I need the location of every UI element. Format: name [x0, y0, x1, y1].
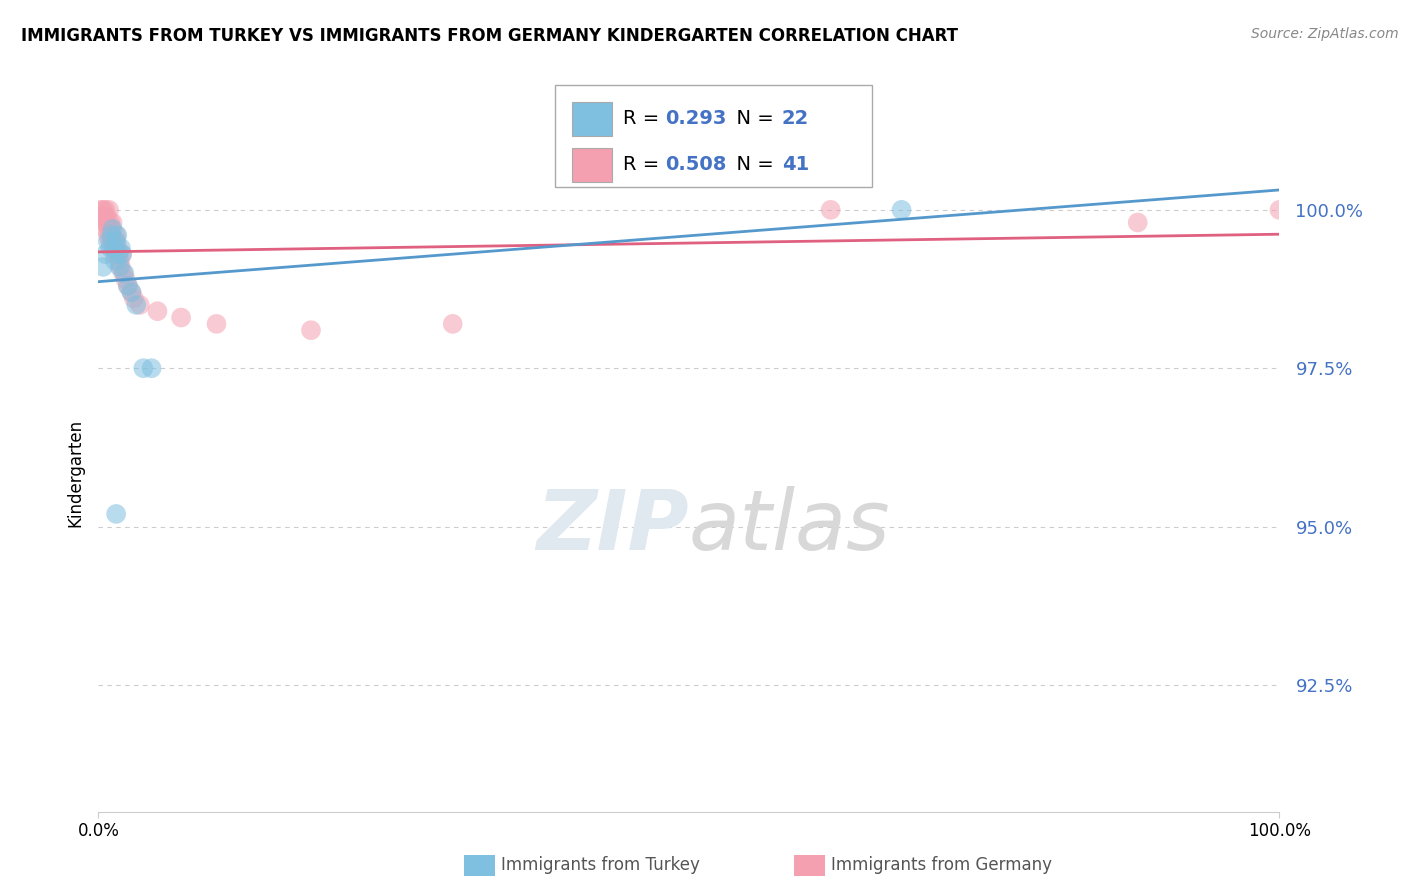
Point: [94, 247, 117, 261]
Text: ZIP: ZIP: [536, 486, 689, 567]
Point: [108, 260, 131, 274]
Point: [105, 507, 128, 521]
Point: [100, 222, 122, 236]
Point: [117, 278, 139, 293]
Point: [97, 235, 120, 249]
Text: 41: 41: [782, 155, 808, 174]
Point: [170, 310, 193, 325]
Point: [820, 202, 842, 217]
Point: [105, 228, 128, 243]
Text: IMMIGRANTS FROM TURKEY VS IMMIGRANTS FROM GERMANY KINDERGARTEN CORRELATION CHART: IMMIGRANTS FROM TURKEY VS IMMIGRANTS FRO…: [21, 27, 957, 45]
Point: [107, 247, 129, 261]
Point: [105, 235, 128, 249]
Point: [105, 235, 128, 249]
Y-axis label: Kindergarten: Kindergarten: [66, 418, 84, 527]
Point: [1126, 215, 1149, 229]
Point: [98, 215, 121, 229]
Point: [108, 253, 131, 268]
Text: 0.508: 0.508: [665, 155, 727, 174]
Text: Immigrants from Germany: Immigrants from Germany: [831, 856, 1052, 874]
Point: [96, 209, 118, 223]
Text: R =: R =: [623, 109, 665, 128]
Point: [890, 202, 912, 217]
Point: [111, 247, 134, 261]
Point: [121, 285, 143, 300]
Point: [91, 202, 114, 217]
Point: [98, 235, 121, 249]
Point: [98, 241, 121, 255]
Point: [121, 285, 143, 300]
Point: [91, 260, 114, 274]
Point: [104, 247, 127, 261]
Point: [93, 209, 115, 223]
Point: [105, 241, 128, 255]
Point: [98, 222, 121, 236]
Point: [299, 323, 322, 337]
Point: [98, 202, 121, 217]
Text: atlas: atlas: [689, 486, 890, 567]
Text: Immigrants from Turkey: Immigrants from Turkey: [501, 856, 699, 874]
Point: [107, 247, 129, 261]
Text: N =: N =: [724, 155, 780, 174]
Point: [205, 317, 228, 331]
Point: [94, 222, 117, 236]
Point: [117, 278, 139, 293]
Point: [441, 317, 464, 331]
Point: [141, 361, 163, 376]
Point: [93, 215, 115, 229]
Point: [128, 298, 150, 312]
Point: [146, 304, 169, 318]
Point: [96, 215, 118, 229]
Point: [111, 247, 134, 261]
Text: 22: 22: [782, 109, 808, 128]
Point: [104, 253, 127, 268]
Point: [100, 228, 122, 243]
Text: Source: ZipAtlas.com: Source: ZipAtlas.com: [1251, 27, 1399, 41]
Point: [103, 241, 125, 255]
Point: [97, 228, 120, 243]
Point: [91, 209, 114, 223]
Point: [103, 241, 125, 255]
Point: [110, 260, 132, 274]
Point: [101, 235, 124, 249]
Point: [1268, 202, 1291, 217]
Point: [112, 266, 135, 280]
Point: [114, 272, 136, 286]
Point: [101, 215, 124, 229]
Point: [132, 361, 155, 376]
Point: [90, 202, 112, 217]
Point: [112, 266, 135, 280]
Text: R =: R =: [623, 155, 665, 174]
Text: N =: N =: [724, 109, 780, 128]
Text: 0.293: 0.293: [665, 109, 727, 128]
Point: [110, 241, 132, 255]
Point: [100, 228, 122, 243]
Point: [94, 202, 117, 217]
Point: [105, 228, 128, 243]
Point: [122, 292, 145, 306]
Point: [101, 222, 124, 236]
Point: [125, 298, 148, 312]
